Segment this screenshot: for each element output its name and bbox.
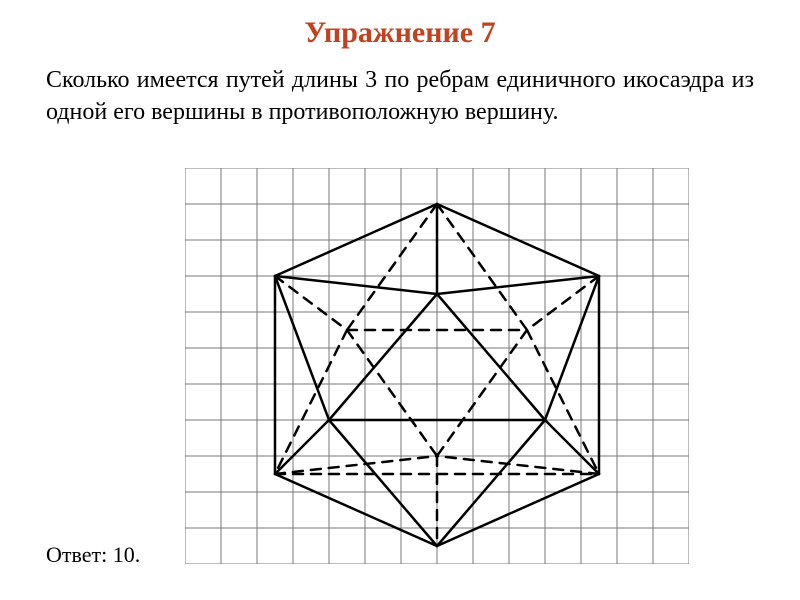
icosahedron-figure xyxy=(185,168,689,564)
answer-label: Ответ: xyxy=(46,542,107,567)
answer-line: Ответ: 10. xyxy=(46,542,140,568)
page-title: Упражнение 7 xyxy=(0,0,800,50)
answer-value: 10. xyxy=(113,542,141,567)
problem-statement: Сколько имеется путей длины 3 по ребрам … xyxy=(0,50,800,129)
figure-container xyxy=(185,168,690,548)
